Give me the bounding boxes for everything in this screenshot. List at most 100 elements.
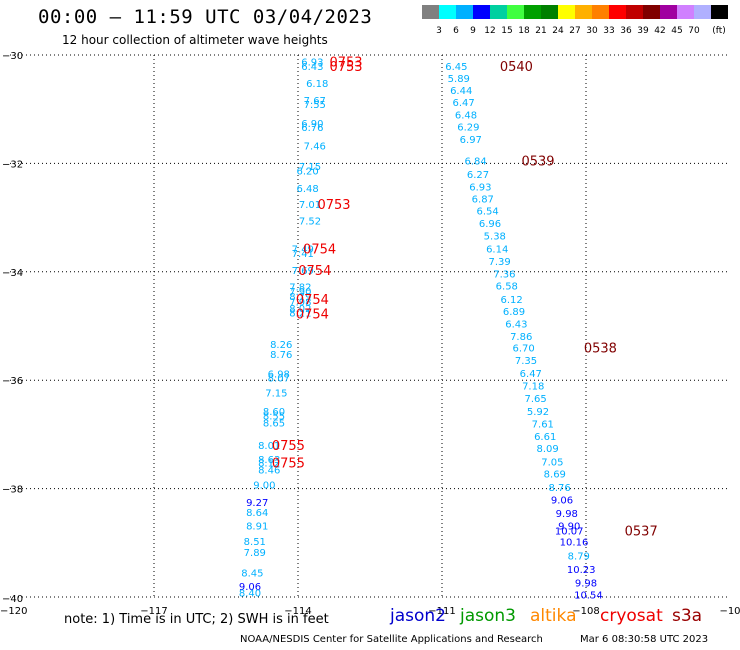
colorbar-label: 21 (535, 26, 547, 36)
colorbar-label: 12 (484, 26, 496, 36)
colorbar-label: 42 (654, 26, 666, 36)
wave-height-point: 8.76 (270, 350, 292, 361)
pass-time-label: 0537 (625, 524, 658, 539)
footer-note: note: 1) Time is in UTC; 2) SWH is in fe… (64, 612, 329, 627)
wave-height-point: 7.86 (510, 332, 532, 343)
wave-height-point: 9.06 (551, 495, 573, 506)
wave-height-point: 6.43 (301, 62, 323, 73)
colorbar-swatch (694, 5, 711, 19)
x-tick-label: −10 (719, 606, 740, 617)
wave-height-point: 8.12 (258, 459, 280, 470)
mission-jason2: jason2 (390, 606, 446, 626)
wave-height-point: 8.51 (244, 537, 266, 548)
wave-height-point: 8.79 (289, 292, 311, 303)
chart-subtitle: 12 hour collection of altimeter wave hei… (62, 33, 328, 47)
wave-height-point: 8.79 (568, 551, 590, 562)
colorbar-label: (ft) (712, 26, 726, 36)
wave-height-point: 8.45 (241, 569, 263, 580)
colorbar-swatch (711, 5, 728, 19)
wave-height-point: 7.82 (289, 282, 311, 293)
colorbar-swatch (660, 5, 677, 19)
colorbar-swatch (677, 5, 694, 19)
mission-altika: altika (530, 606, 577, 626)
pass-time-label: 0754 (303, 242, 336, 257)
wave-height-point: 7.01 (299, 200, 321, 211)
timestamp-text: Mar 6 08:30:58 UTC 2023 (580, 634, 709, 645)
wave-height-point: 6.84 (464, 157, 486, 168)
wave-height-point: 6.89 (503, 307, 525, 318)
colorbar-swatch (439, 5, 456, 19)
wave-height-point: 6.48 (296, 184, 318, 195)
colorbar-swatch (456, 5, 473, 19)
wave-height-point: 6.12 (500, 295, 522, 306)
wave-height-point: 6.47 (452, 98, 474, 109)
wave-height-point: 10.16 (560, 538, 589, 549)
wave-height-point: 8.46 (258, 466, 280, 477)
wave-height-point: 5.38 (484, 231, 506, 242)
colorbar-swatch (507, 5, 524, 19)
wave-height-point: 8.26 (270, 340, 292, 351)
colorbar-label: 18 (518, 26, 530, 36)
colorbar-label: 6 (453, 26, 459, 36)
x-tick-label: −114 (284, 606, 311, 617)
x-tick-label: −111 (428, 606, 455, 617)
wave-height-point: 6.70 (512, 344, 534, 355)
pass-time-label: 0755 (272, 439, 305, 454)
pass-time-label: 0755 (272, 457, 305, 472)
colorbar-swatch (473, 5, 490, 19)
wave-height-point: 6.14 (486, 244, 508, 255)
wave-height-point: 6.20 (296, 166, 318, 177)
wave-height-point: 8.64 (246, 508, 268, 519)
wave-height-point: 9.98 (575, 578, 597, 589)
colorbar-swatch (643, 5, 660, 19)
wave-height-point: 7.41 (292, 249, 314, 260)
pass-time-label: 0538 (584, 342, 617, 357)
credit-text: NOAA/NESDIS Center for Satellite Applica… (240, 634, 543, 645)
colorbar-swatch (609, 5, 626, 19)
wave-height-point: 7.05 (541, 458, 563, 469)
wave-height-point: 6.58 (496, 281, 518, 292)
wave-height-point: 6.27 (467, 170, 489, 181)
wave-height-point: 7.65 (524, 394, 546, 405)
wave-height-point: 6.90 (301, 119, 323, 130)
wave-height-point: 9.00 (253, 480, 275, 491)
pass-time-label: 0753 (329, 56, 362, 71)
colorbar-label: 33 (603, 26, 615, 36)
x-tick-label: −117 (140, 606, 167, 617)
wave-height-point: 7.98 (289, 298, 311, 309)
wave-height-point: 6.98 (268, 370, 290, 381)
wave-height-point: 6.44 (450, 86, 472, 97)
colorbar-label: 36 (620, 26, 632, 36)
wave-height-point: 8.02 (289, 304, 311, 315)
wave-height-point: 7.35 (515, 356, 537, 367)
wave-height-point: 6.61 (534, 432, 556, 443)
colorbar-label: 30 (586, 26, 598, 36)
wave-height-point: 6.43 (505, 319, 527, 330)
corner-tick-label: −120 (0, 606, 27, 617)
colorbar-label: 3 (436, 26, 442, 36)
wave-height-point: 5.92 (527, 407, 549, 418)
wave-height-point: 10.54 (574, 590, 603, 601)
wave-height-point: 6.18 (306, 79, 328, 90)
colorbar-label: 15 (501, 26, 513, 36)
pass-time-label: 0540 (500, 60, 533, 75)
colorbar-label: 45 (671, 26, 683, 36)
colorbar-swatch (592, 5, 609, 19)
wave-height-point: 7.39 (488, 257, 510, 268)
wave-height-point: 6.87 (472, 195, 494, 206)
wave-height-point: 6.54 (476, 207, 498, 218)
wave-height-point: 8.07 (268, 373, 290, 384)
chart-title: 00:00 – 11:59 UTC 03/04/2023 (38, 6, 373, 28)
wave-height-point: 9.06 (239, 582, 261, 593)
wave-height-point: 6.29 (457, 123, 479, 134)
colorbar-swatch (490, 5, 507, 19)
y-tick-label: −38 (2, 485, 23, 496)
wave-height-point: 8.40 (239, 589, 261, 600)
mission-jason3: jason3 (460, 606, 516, 626)
wave-height-point: 6.76 (301, 123, 323, 134)
pass-time-label: 0753 (329, 60, 362, 75)
wave-height-point: 8.01 (258, 441, 280, 452)
wave-height-point: 6.97 (460, 135, 482, 146)
wave-height-point: 7.61 (532, 420, 554, 431)
